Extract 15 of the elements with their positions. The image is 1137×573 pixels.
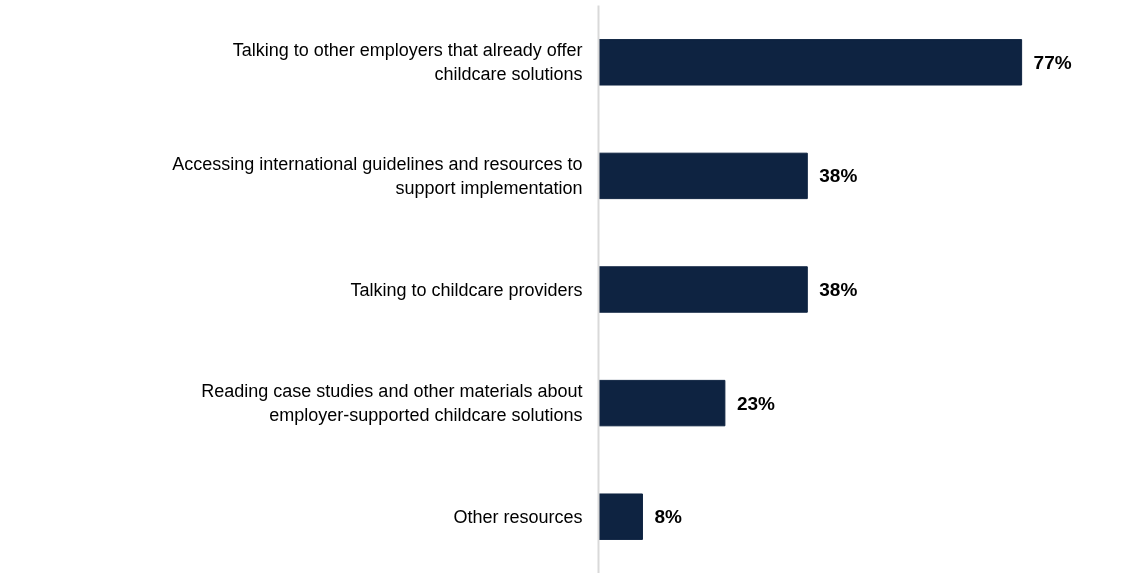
y-tick-label: Talking to childcare providers: [350, 279, 583, 300]
bar: [598, 152, 808, 200]
data-label: 8%: [654, 506, 683, 528]
data-label: 38%: [819, 279, 858, 300]
data-label: 77%: [1033, 51, 1072, 73]
bar: [598, 266, 808, 313]
bar: [598, 493, 643, 540]
y-tick-label: Reading case studies and other materials about employer-supported childcare solutions: [201, 381, 583, 426]
y-tick-label: Accessing international guidelines and resources to support implementation: [172, 153, 583, 198]
data-label: 38%: [819, 165, 858, 187]
bar: [598, 39, 1023, 86]
y-tick-label: Talking to other employers that already offer childcare solutions: [232, 40, 583, 85]
y-tick-label: Other resources: [453, 506, 583, 527]
data-label: 23%: [736, 392, 776, 414]
bar: [598, 379, 726, 427]
